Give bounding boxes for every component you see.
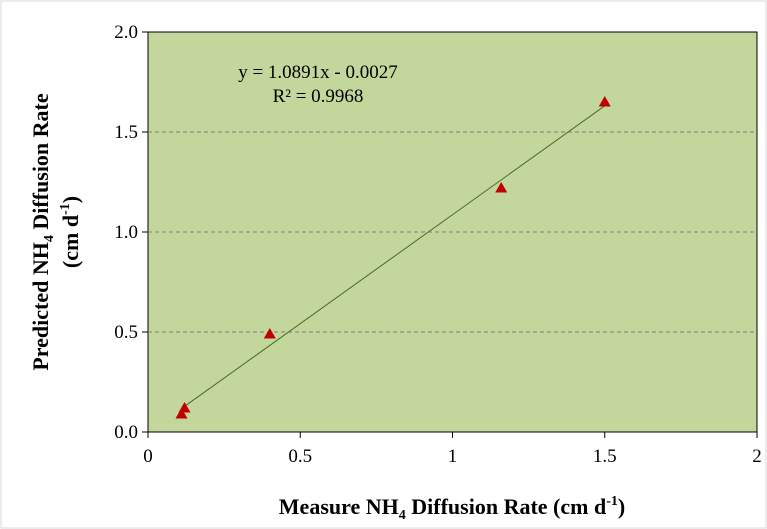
trendline	[181, 105, 606, 409]
x-tick-label: 1.5	[593, 446, 617, 467]
x-axis-ticks: 0 0.5 1 1.5 2	[143, 432, 762, 467]
y-tick-label: 1.5	[114, 122, 138, 143]
gridlines	[148, 131, 757, 333]
y-axis-title: Predicted NH4 Diffusion Rate (cm d-1)	[28, 93, 83, 371]
x-tick-label: 1	[448, 446, 458, 467]
triangle-point	[175, 408, 188, 419]
triangle-point	[263, 328, 276, 339]
y-tick-label: 2.0	[114, 22, 138, 43]
y-axis-title-line2: (cm d-1)	[58, 196, 83, 268]
trendline-equation: y = 1.0891x - 0.0027	[238, 62, 398, 83]
y-tick-label: 0.0	[114, 422, 138, 443]
data-points	[175, 96, 611, 419]
trendline-path	[181, 105, 606, 409]
x-tick-label: 0	[143, 446, 153, 467]
x-axis-title: Measure NH4 Diffusion Rate (cm d-1)	[279, 494, 625, 523]
x-tick-label: 0.5	[288, 446, 312, 467]
triangle-point	[598, 96, 611, 107]
triangle-point	[178, 402, 191, 413]
y-axis-title-line1: Predicted NH4 Diffusion Rate	[28, 93, 57, 371]
y-tick-label: 1.0	[114, 222, 138, 243]
y-axis-ticks: 0.0 0.5 1.0 1.5 2.0	[114, 22, 148, 443]
r-squared: R² = 0.9968	[273, 86, 364, 107]
x-tick-label: 2	[752, 446, 762, 467]
y-tick-label: 0.5	[114, 322, 138, 343]
triangle-point	[495, 182, 508, 193]
